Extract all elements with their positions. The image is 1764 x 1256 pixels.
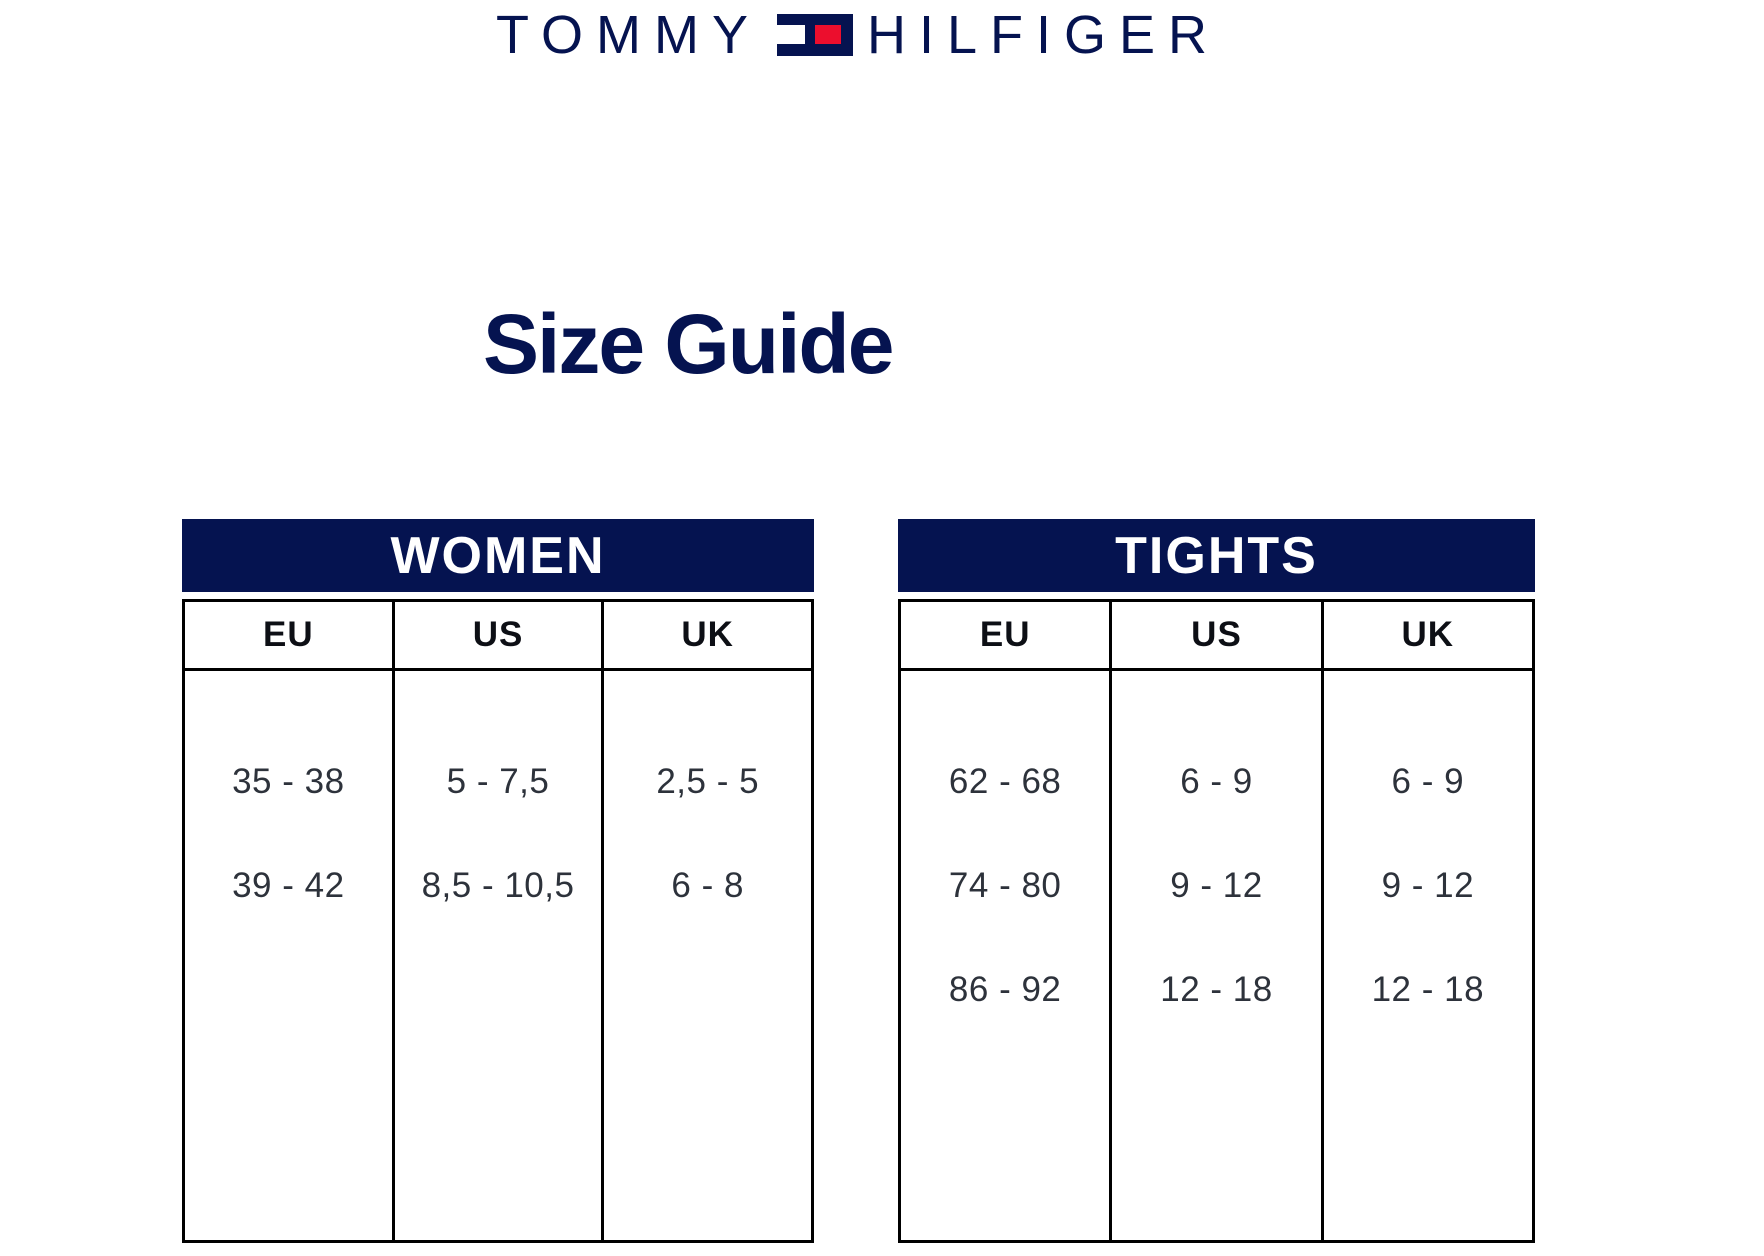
women-table-title: WOMEN: [390, 526, 606, 585]
tights-us-values-column: 6 - 9 9 - 12 12 - 18: [1109, 671, 1320, 1240]
flag-right-cap: [840, 25, 853, 44]
size-value: 6 - 8: [671, 866, 744, 905]
size-value: 86 - 92: [948, 970, 1062, 1009]
brand-logo: TOMMY HILFIGER: [0, 4, 1740, 66]
size-value: 8,5 - 10,5: [421, 866, 575, 905]
women-us-values-column: 5 - 7,5 8,5 - 10,5: [391, 671, 602, 1240]
tights-table-body: 62 - 68 74 - 80 86 - 92 6 - 9 9 - 12 12 …: [901, 671, 1532, 1240]
size-value: 9 - 12: [1381, 866, 1475, 905]
women-column-header-uk: UK: [601, 602, 811, 668]
tights-table-title-bar: TIGHTS: [898, 519, 1535, 592]
flag-top-band: [776, 14, 853, 25]
women-eu-values-column: 35 - 38 39 - 42: [185, 671, 392, 1240]
size-value: 9 - 12: [1170, 866, 1263, 905]
tights-column-header-us: US: [1109, 602, 1320, 668]
tights-eu-values-column: 62 - 68 74 - 80 86 - 92: [901, 671, 1109, 1240]
size-value: 39 - 42: [232, 866, 345, 905]
women-table-title-bar: WOMEN: [182, 519, 814, 592]
size-value: 12 - 18: [1160, 970, 1273, 1009]
page-title: Size Guide: [483, 297, 894, 392]
flag-bottom-band: [776, 44, 853, 56]
women-table-body: 35 - 38 39 - 42 5 - 7,5 8,5 - 10,5 2,5 -…: [185, 671, 811, 1240]
size-value: 6 - 9: [1180, 762, 1253, 801]
size-value: 6 - 9: [1391, 762, 1465, 801]
wordmark-tommy: TOMMY: [495, 5, 761, 65]
tommy-hilfiger-flag-icon: [776, 14, 853, 56]
tights-size-table: TIGHTS EU US UK 62 - 68 74 - 80 86 - 92 …: [898, 519, 1535, 1243]
flag-mast-segment: [804, 25, 815, 44]
tights-column-header-eu: EU: [979, 615, 1031, 654]
tights-table-grid: EU US UK 62 - 68 74 - 80 86 - 92 6 - 9 9…: [898, 599, 1535, 1243]
size-value: 5 - 7,5: [446, 762, 550, 801]
women-table-grid: EU US UK 35 - 38 39 - 42 5 - 7,5 8,5 - 1…: [182, 599, 814, 1243]
tights-uk-values-column: 6 - 9 9 - 12 12 - 18: [1320, 671, 1532, 1240]
size-value: 2,5 - 5: [656, 762, 760, 801]
tights-column-header-uk: UK: [1320, 602, 1532, 668]
women-size-table: WOMEN EU US UK 35 - 38 39 - 42 5 - 7,5 8…: [182, 519, 814, 1243]
flag-middle-band: [776, 25, 853, 44]
size-value: 12 - 18: [1371, 970, 1485, 1009]
tights-column-header-row: EU US UK: [901, 602, 1532, 671]
flag-red-segment: [814, 25, 841, 44]
women-column-header-us: US: [391, 602, 602, 668]
wordmark-hilfiger: HILFIGER: [866, 5, 1221, 65]
flag-white-segment: [776, 25, 805, 44]
size-value: 35 - 38: [232, 762, 345, 801]
women-column-header-eu: EU: [263, 615, 314, 654]
size-value: 74 - 80: [948, 866, 1062, 905]
size-value: 62 - 68: [948, 762, 1062, 801]
tights-table-title: TIGHTS: [1115, 526, 1318, 585]
women-uk-values-column: 2,5 - 5 6 - 8: [601, 671, 811, 1240]
women-column-header-row: EU US UK: [185, 602, 811, 671]
